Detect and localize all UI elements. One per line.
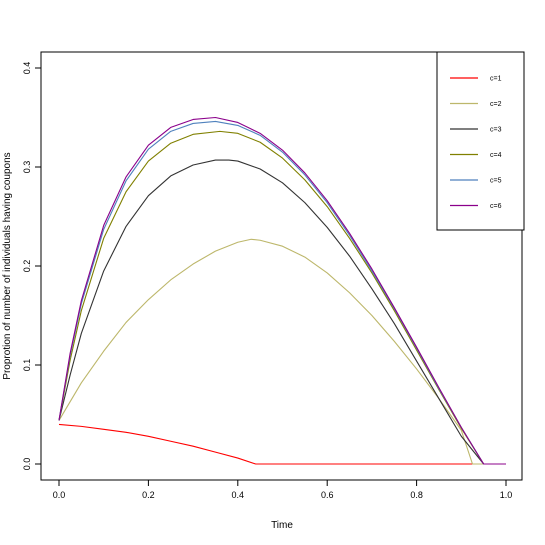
series-line-c-1 — [58, 423, 506, 465]
y-axis-title: Proprotion of number of individuals havi… — [2, 152, 13, 379]
x-tick-label: 0.4 — [232, 490, 245, 500]
x-tick-label: 0.6 — [321, 490, 334, 500]
series-layer — [58, 116, 506, 465]
y-tick-label: 0.3 — [22, 161, 32, 174]
y-tick-label: 0.4 — [22, 62, 32, 75]
legend-box — [436, 51, 525, 231]
y-tick-label: 0.1 — [22, 359, 32, 372]
legend-label: c=1 — [490, 76, 502, 83]
y-tick-label: 0.0 — [22, 458, 32, 471]
x-tick-label: 1.0 — [500, 490, 513, 500]
legend-label: c=2 — [490, 101, 502, 108]
series-line-c-6 — [58, 116, 506, 465]
series-line-c-3 — [58, 159, 506, 465]
x-tick-label: 0.0 — [53, 490, 66, 500]
legend-label: c=3 — [490, 127, 502, 134]
series-line-c-2 — [58, 238, 506, 465]
legend-label: c=6 — [490, 203, 502, 210]
axes: 0.0 0.2 0.4 0.6 0.8 1.0 0.0 0.1 0.2 0.3 0.4 — [22, 62, 512, 500]
x-axis-title: Time — [271, 520, 293, 531]
x-tick-label: 0.8 — [410, 490, 423, 500]
x-tick-label: 0.2 — [142, 490, 155, 500]
legend-label: c=5 — [490, 178, 502, 185]
legend-label: c=4 — [490, 152, 502, 159]
y-tick-label: 0.2 — [22, 260, 32, 273]
legend: c=1 c=2 c=3 c=4 c=5 c=6 — [436, 51, 525, 231]
